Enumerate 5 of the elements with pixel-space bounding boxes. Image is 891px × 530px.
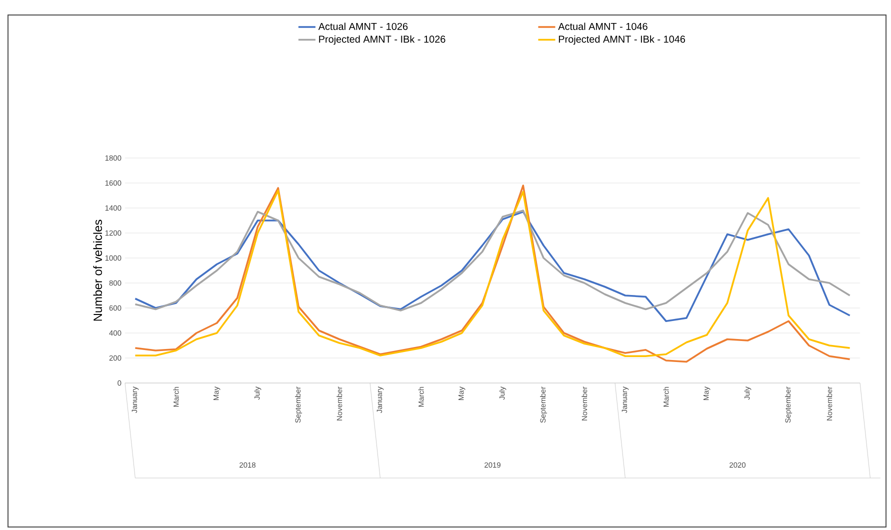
legend-label: Projected AMNT - IBk - 1046 bbox=[558, 35, 686, 45]
legend-label: Actual AMNT - 1026 bbox=[318, 22, 408, 30]
legend-label: Actual AMNT - 1046 bbox=[558, 22, 648, 30]
legend-label: Projected AMNT - IBk - 1026 bbox=[319, 35, 446, 45]
y-axis-title: Number of vehicles bbox=[93, 220, 102, 321]
